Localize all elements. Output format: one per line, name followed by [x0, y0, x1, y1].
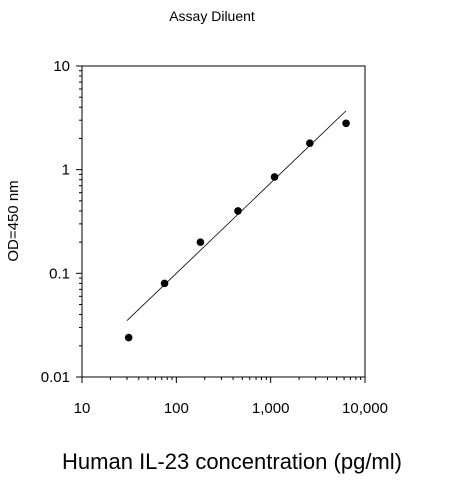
chart-title: Assay Diluent [169, 8, 255, 24]
x-axis-label: Human IL-23 concentration (pg/ml) [62, 449, 402, 474]
data-point [234, 207, 242, 215]
data-points-layer [124, 119, 350, 342]
data-point [196, 238, 205, 246]
x-tick-label: 10,000 [342, 400, 388, 417]
plot-area-frame [81, 65, 366, 378]
x-axis-ticks: 10 100 1,000 10,000 [74, 377, 388, 417]
y-tick-label: 0.01 [41, 369, 70, 386]
data-point [270, 173, 279, 181]
data-point [160, 279, 169, 288]
data-point [124, 333, 133, 342]
y-tick-label: 0.1 [49, 265, 70, 282]
y-tick-label: 1 [62, 162, 70, 179]
y-axis-label: OD=450 nm [5, 180, 22, 261]
y-axis-ticks: 0.01 0.1 1 10 [41, 58, 82, 386]
x-tick-label: 100 [164, 400, 189, 417]
y-tick-label: 10 [53, 58, 70, 75]
x-tick-label: 1,000 [252, 400, 290, 417]
x-tick-label: 10 [74, 400, 91, 417]
data-point [306, 139, 314, 148]
data-point [342, 119, 350, 128]
